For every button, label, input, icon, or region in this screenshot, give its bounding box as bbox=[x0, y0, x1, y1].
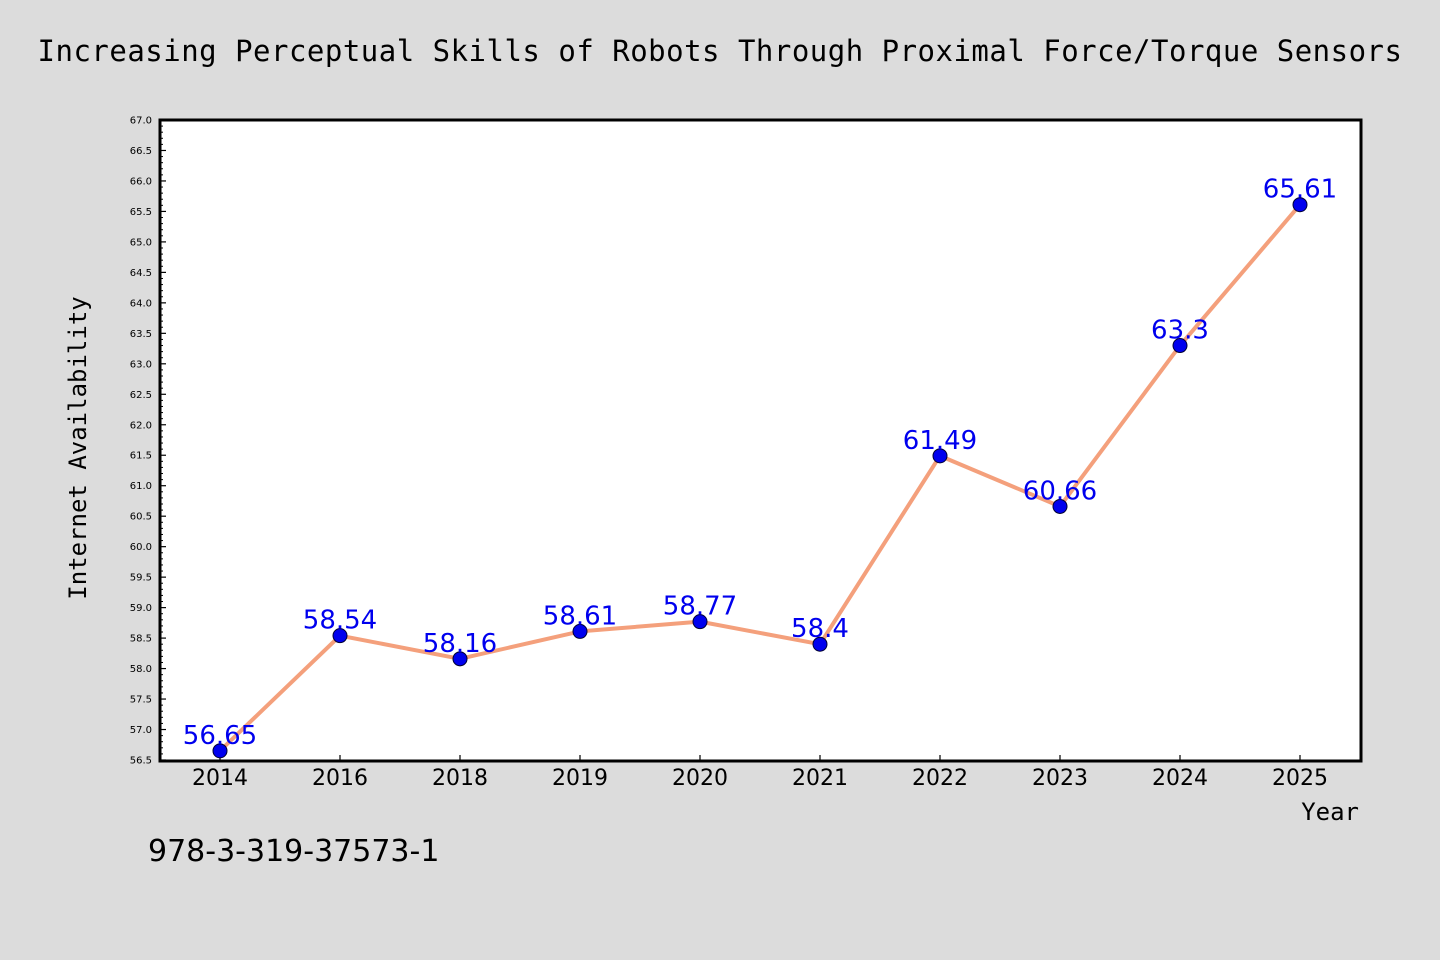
data-label: 58.77 bbox=[663, 592, 737, 622]
y-tick-label: 67.0 bbox=[130, 116, 152, 127]
y-tick-label: 61.5 bbox=[130, 451, 152, 462]
y-tick-label: 59.5 bbox=[130, 573, 152, 584]
y-tick-label: 60.0 bbox=[130, 542, 152, 553]
data-label: 58.4 bbox=[791, 614, 849, 644]
y-tick-label: 64.5 bbox=[130, 268, 152, 279]
data-label: 61.49 bbox=[903, 426, 977, 456]
y-tick-label: 57.0 bbox=[130, 725, 152, 736]
y-tick-label: 61.0 bbox=[130, 481, 152, 492]
x-tick-label: 2019 bbox=[552, 766, 608, 791]
data-label: 60.66 bbox=[1023, 476, 1097, 506]
data-point bbox=[1172, 338, 1188, 354]
y-tick-label: 63.5 bbox=[130, 329, 152, 340]
figure-caption: 978-3-319-37573-1 bbox=[148, 834, 440, 869]
data-point bbox=[332, 628, 348, 644]
series-layer: 56.65 58.54 58.16 58.61 58.77 58.4 61.49 60.66 6… bbox=[183, 175, 1337, 759]
data-point bbox=[572, 623, 588, 639]
y-tick-label: 58.0 bbox=[130, 664, 152, 675]
data-point bbox=[1052, 498, 1068, 514]
data-point bbox=[212, 743, 228, 759]
x-tick-label: 2022 bbox=[912, 766, 968, 791]
y-axis-label: Internet Availability bbox=[64, 296, 92, 599]
x-tick-label: 2025 bbox=[1272, 766, 1328, 791]
x-tick-label: 2024 bbox=[1152, 766, 1208, 791]
y-tick-label: 60.5 bbox=[130, 512, 152, 523]
y-tick-label: 56.5 bbox=[130, 756, 152, 767]
data-label: 58.61 bbox=[543, 601, 617, 631]
chart-title: Increasing Perceptual Skills of Robots T… bbox=[37, 34, 1403, 68]
data-point bbox=[932, 448, 948, 464]
y-tick-label: 66.0 bbox=[130, 176, 152, 187]
data-label: 63.3 bbox=[1151, 316, 1209, 346]
y-tick-label: 65.0 bbox=[130, 237, 152, 248]
y-tick-label: 62.5 bbox=[130, 390, 152, 401]
data-label: 58.16 bbox=[423, 629, 497, 659]
y-tick-label: 63.0 bbox=[130, 359, 152, 370]
x-tick-label: 2016 bbox=[312, 766, 368, 791]
data-point bbox=[812, 636, 828, 652]
y-tick-label: 57.5 bbox=[130, 695, 152, 706]
y-tick-label: 62.0 bbox=[130, 420, 152, 431]
data-label: 65.61 bbox=[1263, 175, 1337, 205]
x-axis: 2014 2016 2018 2019 2020 2021 2022 2023 2024 2025 bbox=[192, 755, 1328, 791]
data-point bbox=[452, 651, 468, 667]
y-tick-label: 59.0 bbox=[130, 603, 152, 614]
y-axis: 56.5 57.0 57.5 58.0 58.5 59.0 59.5 60.0 60.5 61.0… bbox=[130, 116, 166, 767]
x-tick-label: 2014 bbox=[192, 766, 248, 791]
plot-area bbox=[158, 118, 1363, 763]
data-point bbox=[692, 614, 708, 630]
x-tick-label: 2018 bbox=[432, 766, 488, 791]
y-tick-label: 66.5 bbox=[130, 146, 152, 157]
data-point bbox=[1292, 197, 1308, 213]
data-label: 56.65 bbox=[183, 721, 257, 751]
x-axis-label: Year bbox=[1301, 798, 1359, 826]
x-tick-label: 2020 bbox=[672, 766, 728, 791]
x-tick-label: 2023 bbox=[1032, 766, 1088, 791]
y-tick-label: 64.0 bbox=[130, 298, 152, 309]
y-tick-label: 58.5 bbox=[130, 634, 152, 645]
data-label: 58.54 bbox=[303, 606, 377, 636]
x-tick-label: 2021 bbox=[792, 766, 848, 791]
series-line bbox=[218, 202, 1302, 753]
y-tick-label: 65.5 bbox=[130, 207, 152, 218]
